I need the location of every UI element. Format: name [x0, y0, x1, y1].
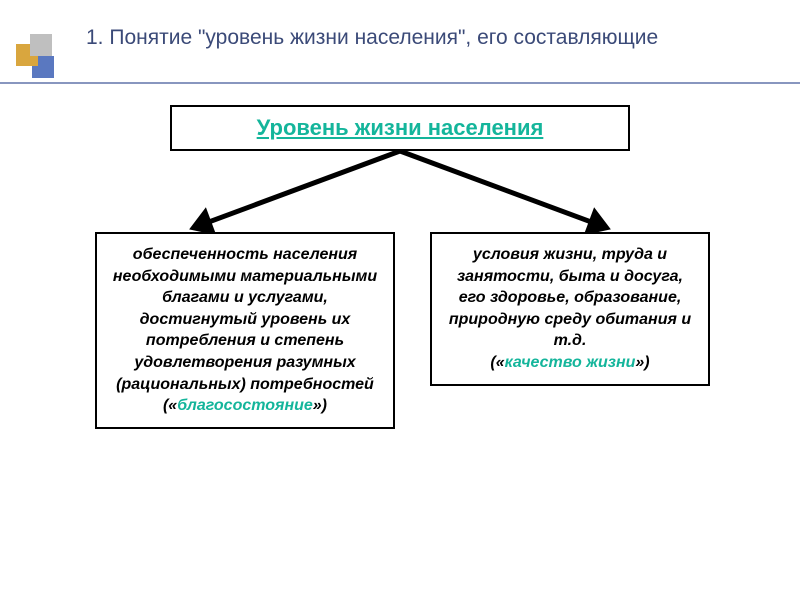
slide-title: 1. Понятие "уровень жизни населения", ег… [86, 25, 760, 51]
branch-arrows [150, 151, 650, 233]
left-tag-suffix: ») [313, 397, 327, 414]
left-tag-prefix: (« [163, 397, 177, 414]
left-tag-wrap: («благосостояние») [163, 397, 327, 414]
left-body: обеспеченность населения необходимыми ма… [113, 246, 377, 393]
corner-decoration [16, 34, 76, 94]
deco-square-blue [30, 34, 52, 56]
root-concept-label: Уровень жизни населения [257, 115, 544, 141]
right-tag-wrap: («качество жизни») [490, 354, 649, 371]
root-concept-box: Уровень жизни населения [170, 105, 630, 151]
left-component-box: обеспеченность населения необходимыми ма… [95, 232, 395, 429]
left-tag: благосостояние [177, 397, 313, 414]
right-component-box: условия жизни, труда и занятости, быта и… [430, 232, 710, 386]
title-underline [0, 82, 800, 84]
right-tag: качество жизни [505, 354, 636, 371]
right-body: условия жизни, труда и занятости, быта и… [449, 246, 691, 349]
right-tag-suffix: ») [635, 354, 649, 371]
right-tag-prefix: (« [490, 354, 504, 371]
